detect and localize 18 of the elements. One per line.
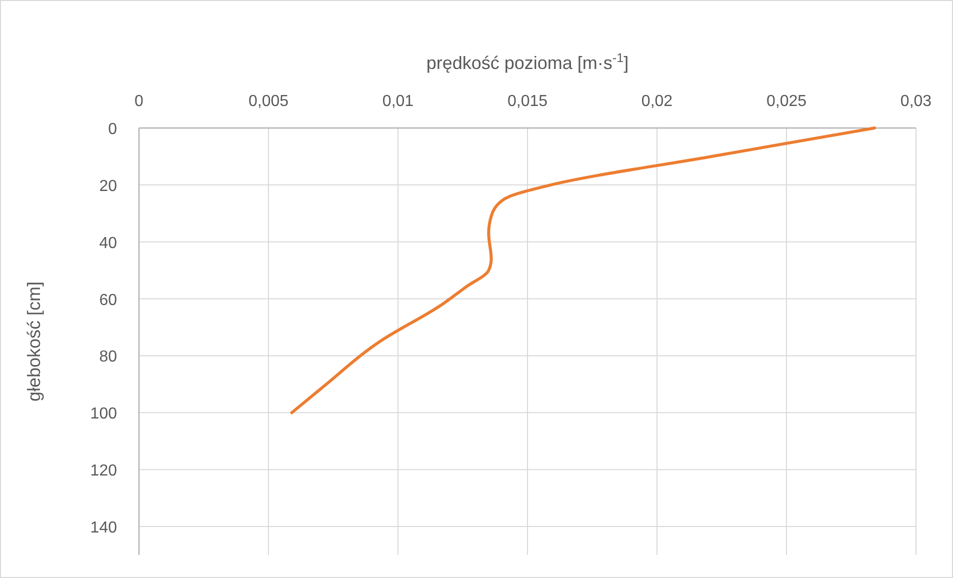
x-tick-label: 0,01 [382,93,414,110]
x-axis-title: prędkość pozioma [m·s$^{-1}$] [426,51,629,73]
x-tick-label: 0,005 [248,93,289,110]
y-tick-label: 100 [90,406,118,423]
y-tick-label: 80 [99,348,118,366]
x-tick-label: 0,02 [641,93,673,110]
y-tick-label: 20 [99,178,118,195]
x-tick-label: 0,015 [507,93,548,110]
line-series [290,126,876,414]
y-tick-label: 0 [108,121,118,138]
x-tick-label: 0,025 [766,93,807,110]
y-tick-label: 120 [90,462,118,480]
x-tick-label: 0 [134,93,144,110]
y-tick-label: 140 [90,520,118,537]
y-tick-label: 60 [99,292,118,309]
y-axis-title: głebokość [cm] [24,281,44,402]
y-tick-label: 40 [99,234,118,252]
x-tick-label: 0,03 [900,93,932,110]
